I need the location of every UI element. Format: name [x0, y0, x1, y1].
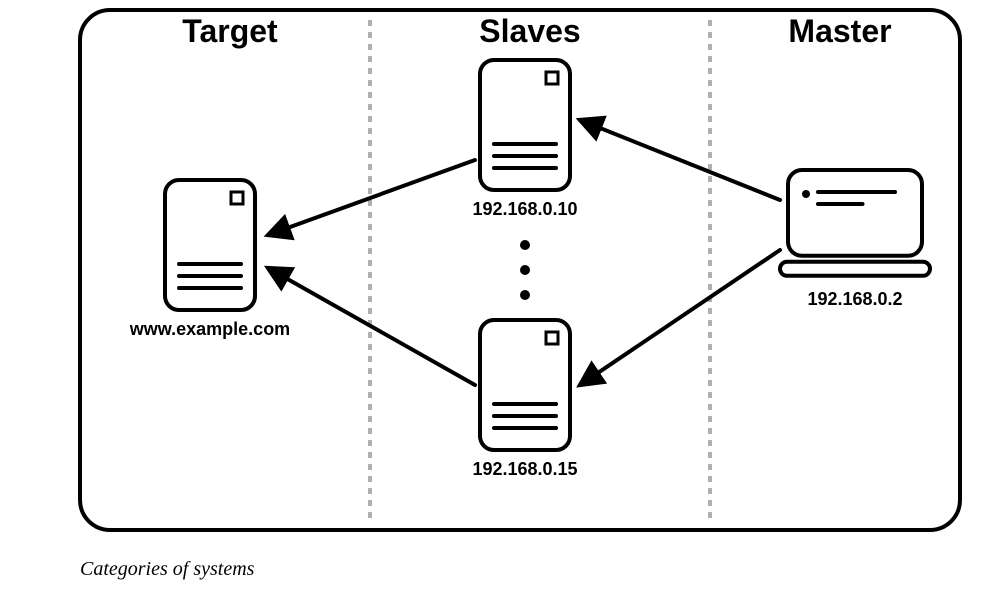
header-master: Master [788, 13, 891, 49]
slave1-server-icon-label: 192.168.0.10 [472, 199, 577, 219]
slave2-server-icon: 192.168.0.15 [472, 320, 577, 479]
ellipsis-dot-2 [520, 290, 530, 300]
master-laptop-icon: 192.168.0.2 [780, 170, 930, 309]
figure-caption: Categories of systems [80, 558, 254, 581]
edge-master-to-slave1 [580, 120, 780, 200]
diagram-canvas: Target Slaves Master www.example.com 192.168… [0, 0, 984, 603]
ellipsis-dot-0 [520, 240, 530, 250]
edge-master-to-slave2 [580, 250, 780, 385]
ellipsis-dot-1 [520, 265, 530, 275]
target-server-icon-label: www.example.com [129, 319, 290, 339]
network-diagram: Target Slaves Master www.example.com 192.168… [0, 0, 984, 603]
header-target: Target [182, 13, 278, 49]
slave2-server-icon-label: 192.168.0.15 [472, 459, 577, 479]
edge-slave1-to-target [268, 160, 475, 235]
header-slaves: Slaves [479, 13, 580, 49]
target-server-icon: www.example.com [129, 180, 290, 339]
slave1-server-icon: 192.168.0.10 [472, 60, 577, 219]
master-laptop-icon-label: 192.168.0.2 [807, 289, 902, 309]
